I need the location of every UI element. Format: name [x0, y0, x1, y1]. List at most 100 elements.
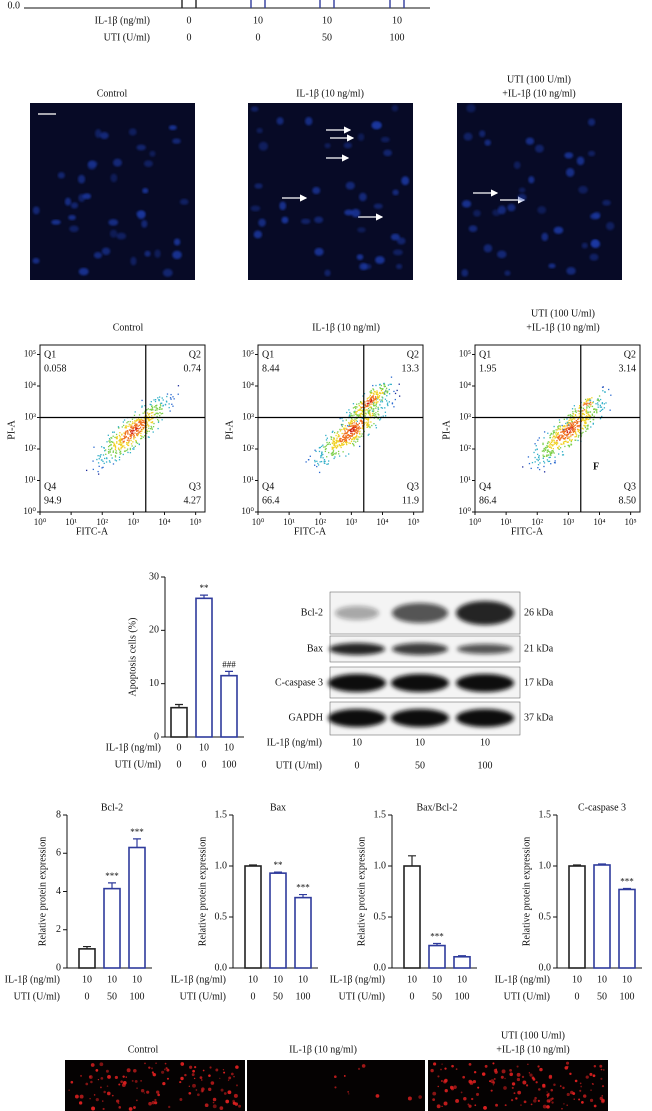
event-dot: [92, 460, 94, 462]
signal-dot: [537, 1088, 541, 1091]
event-dot: [350, 420, 353, 423]
event-dot: [352, 407, 355, 409]
signal-dot: [151, 1100, 156, 1105]
event-dot: [575, 410, 577, 412]
event-dot: [127, 421, 129, 423]
event-dot: [543, 460, 545, 463]
event-dot: [133, 448, 135, 450]
event-dot: [129, 435, 132, 437]
event-dot: [357, 429, 359, 432]
event-dot: [375, 401, 378, 403]
signal-dot: [117, 1102, 120, 1105]
event-dot: [111, 447, 113, 449]
row-value: 0: [256, 32, 261, 43]
signal-dot: [155, 1062, 157, 1064]
event-dot: [151, 418, 153, 420]
event-dot: [562, 435, 565, 437]
signal-dot: [564, 1066, 569, 1070]
event-dot: [353, 412, 356, 414]
event-dot: [574, 418, 576, 420]
event-dot: [573, 425, 575, 427]
event-dot: [563, 418, 565, 421]
signal-dot: [573, 1098, 575, 1100]
event-dot: [367, 419, 369, 422]
event-dot: [350, 413, 352, 415]
signal-dot: [520, 1104, 522, 1106]
quadrant-name: Q1: [44, 349, 56, 360]
bar: [269, 872, 287, 969]
event-dot: [562, 429, 565, 431]
event-dot: [102, 454, 105, 456]
event-dot: [332, 453, 335, 456]
nuclei-image: [30, 103, 195, 280]
event-dot: [602, 390, 604, 392]
signal-dot: [179, 1080, 182, 1084]
event-dot: [365, 405, 368, 408]
event-dot: [572, 426, 574, 428]
event-dot: [111, 437, 113, 439]
event-dot: [544, 449, 547, 451]
event-dot: [332, 440, 335, 443]
signal-dot: [578, 1098, 581, 1101]
signal-dot: [444, 1089, 448, 1093]
event-dot: [332, 442, 334, 445]
event-dot: [336, 446, 338, 448]
event-dot: [146, 424, 148, 427]
event-dot: [173, 398, 175, 400]
event-dot: [127, 432, 129, 434]
event-dot: [378, 399, 381, 401]
event-dot: [577, 429, 579, 431]
event-dot: [380, 392, 382, 395]
nucleus: [484, 139, 491, 146]
event-dot: [349, 416, 351, 418]
event-dot: [569, 430, 571, 432]
event-dot: [348, 453, 350, 455]
event-dot: [585, 430, 587, 432]
event-dot: [134, 422, 136, 424]
event-dot: [119, 441, 122, 443]
event-dot: [364, 405, 367, 407]
event-dot: [592, 401, 595, 403]
signal-dot: [195, 1089, 198, 1091]
event-dot: [130, 424, 132, 426]
event-dot: [585, 421, 587, 423]
row-label: IL-1β (ng/ml): [171, 974, 226, 985]
event-dot: [109, 450, 111, 452]
event-dot: [129, 447, 132, 450]
event-dot: [345, 435, 347, 437]
row-value: 10: [597, 974, 607, 985]
event-dot: [129, 451, 132, 454]
signal-dot: [209, 1066, 212, 1069]
signal-dot: [126, 1068, 131, 1073]
event-dot: [138, 414, 141, 416]
nucleus: [143, 160, 153, 167]
event-dot: [121, 433, 123, 435]
event-dot: [355, 426, 357, 428]
event-dot: [155, 405, 157, 407]
event-dot: [137, 427, 139, 430]
signal-dot: [453, 1085, 457, 1089]
signal-dot: [593, 1104, 597, 1108]
event-dot: [571, 418, 573, 421]
event-dot: [136, 434, 138, 436]
event-dot: [557, 436, 560, 438]
event-dot: [569, 414, 572, 416]
event-dot: [371, 408, 373, 410]
event-dot: [367, 422, 369, 425]
bar-stub: [319, 0, 335, 8]
event-dot: [138, 420, 141, 423]
signal-dot: [599, 1064, 603, 1068]
event-dot: [362, 406, 364, 408]
event-dot: [584, 422, 586, 425]
signal-dot: [455, 1099, 460, 1103]
event-dot: [368, 412, 370, 415]
event-dot: [333, 441, 336, 443]
y-tick-label: 0.0: [215, 962, 228, 973]
nucleus: [250, 205, 261, 212]
event-dot: [558, 453, 560, 455]
signal-dot: [227, 1090, 232, 1095]
event-dot: [359, 408, 362, 410]
event-dot: [160, 405, 162, 407]
event-dot: [134, 411, 136, 413]
